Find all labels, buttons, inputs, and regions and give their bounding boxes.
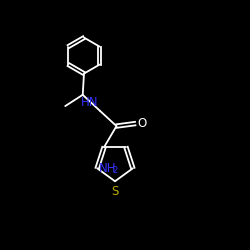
- Text: S: S: [111, 185, 119, 198]
- Text: HN: HN: [81, 96, 98, 108]
- Text: NH: NH: [98, 162, 116, 175]
- Text: 2: 2: [112, 166, 117, 175]
- Text: O: O: [137, 117, 146, 130]
